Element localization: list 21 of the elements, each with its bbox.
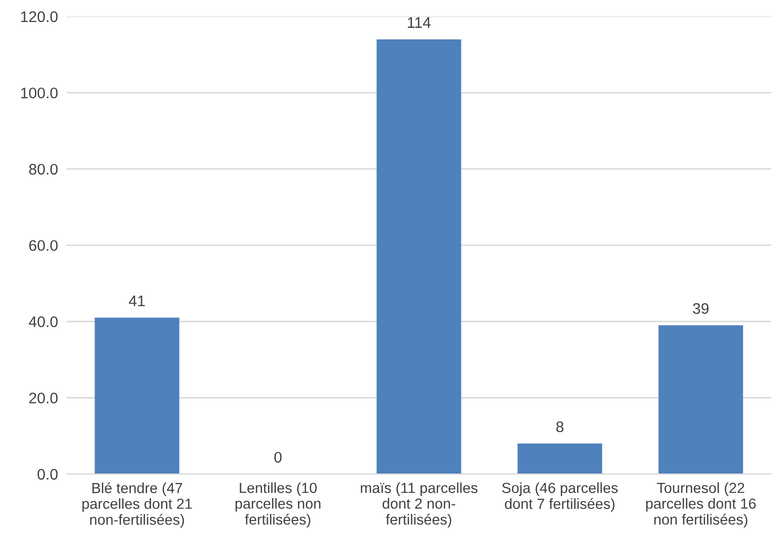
y-tick-label: 120.0	[21, 11, 58, 22]
y-tick-label: 0.0	[38, 468, 58, 480]
data-label: 8	[556, 421, 564, 432]
y-tick-label: 80.0	[29, 164, 58, 175]
data-label: 114	[408, 17, 431, 28]
bar	[376, 39, 462, 474]
x-tick-label: maïs (11 parcelles dont 2 non- fertilisées)	[360, 482, 478, 528]
x-tick-label: Lentilles (10 parcelles non fertilisées)	[236, 482, 320, 528]
x-tick-label: Soja (46 parcelles dont 7 fertilisées)	[502, 482, 618, 512]
bar	[518, 444, 602, 474]
y-tick-label: 60.0	[29, 240, 58, 251]
data-label: 0	[274, 452, 282, 463]
data-label: 39	[692, 303, 709, 314]
y-tick-label: 20.0	[29, 392, 58, 404]
data-label: 41	[128, 296, 145, 306]
bar	[658, 325, 744, 474]
bar	[94, 318, 180, 474]
x-tick-label: Tournesol (22 parcelles dont 16 non fertilisées)	[646, 482, 756, 528]
y-tick-label: 40.0	[28, 316, 58, 328]
y-tick-label: 100.0	[21, 88, 58, 98]
x-tick-label: Blé tendre (47 parcelles dont 21 non-fertilisées)	[82, 482, 192, 528]
